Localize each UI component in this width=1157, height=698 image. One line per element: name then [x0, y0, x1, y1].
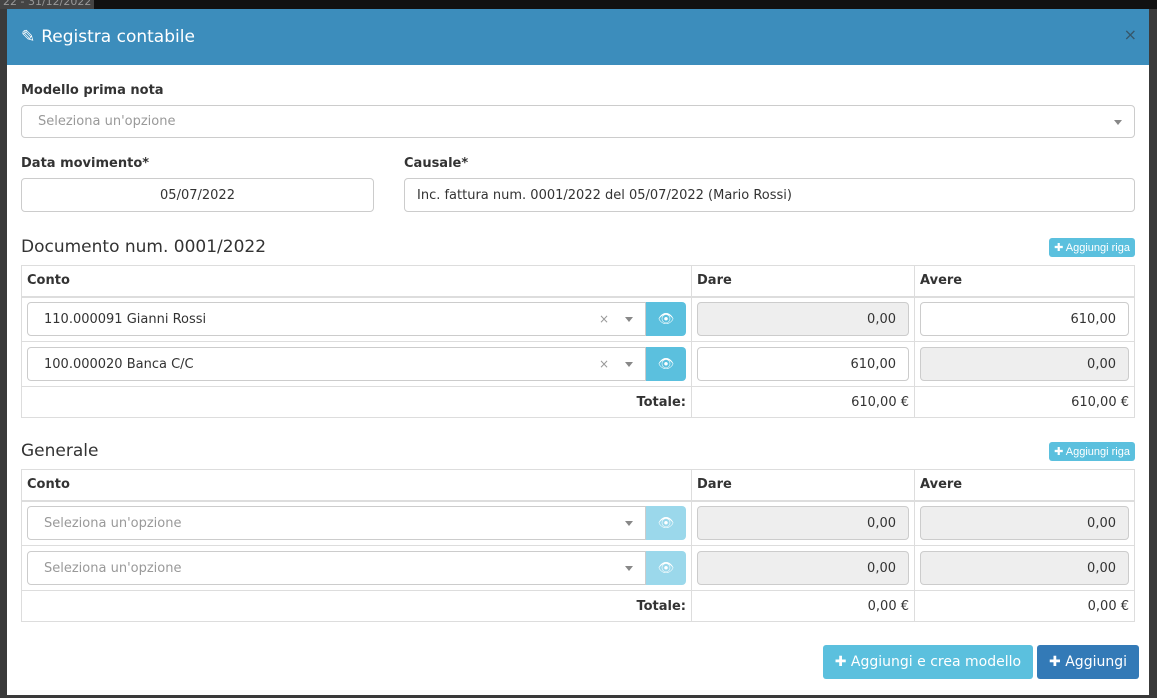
clear-icon[interactable]: × [598, 312, 609, 327]
modello-select[interactable]: Seleziona un'opzione [21, 105, 1135, 138]
modello-placeholder: Seleziona un'opzione [38, 114, 176, 129]
total-avere: 0,00 € [914, 590, 1135, 622]
view-account-button[interactable]: 👁 [646, 302, 686, 337]
conto-value: 100.000020 Banca C/C [44, 356, 194, 372]
causale-input[interactable]: Inc. fattura num. 0001/2022 del 05/07/20… [404, 178, 1135, 212]
pencil-icon: ✎ [21, 27, 36, 47]
chevron-down-icon [1114, 120, 1122, 125]
chevron-down-icon [625, 317, 633, 323]
section-title: Documento num. 0001/2022 [21, 237, 267, 257]
causale-label: Causale* [404, 156, 469, 171]
table-row: 110.000091 Gianni Rossi × 👁 0,00 610,00 [21, 296, 1135, 342]
total-avere: 610,00 € [914, 386, 1135, 418]
header-conto: Conto [21, 469, 692, 502]
add-and-create-model-button[interactable]: ✚ Aggiungi e crea modello [822, 645, 1034, 679]
dare-input[interactable]: 610,00 [697, 347, 909, 381]
modal-title: Registra contabile [41, 27, 195, 47]
table-row: Seleziona un'opzione 👁 0,00 0,00 [21, 500, 1135, 546]
dare-input[interactable]: 0,00 [697, 551, 909, 585]
header-avere: Avere [914, 469, 1135, 502]
header-dare: Dare [691, 265, 915, 298]
close-button[interactable]: × [1123, 25, 1137, 44]
avere-input[interactable]: 610,00 [920, 302, 1129, 337]
conto-select[interactable]: Seleziona un'opzione [27, 506, 646, 541]
chevron-down-icon [625, 566, 633, 571]
eye-icon: 👁 [657, 311, 675, 327]
avere-input[interactable]: 0,00 [920, 551, 1129, 585]
conto-value: Seleziona un'opzione [44, 515, 182, 531]
conto-select[interactable]: 110.000091 Gianni Rossi × [27, 302, 646, 337]
chevron-down-icon [625, 362, 633, 367]
eye-icon: 👁 [657, 515, 675, 531]
chevron-down-icon [625, 521, 633, 527]
add-row-button[interactable]: ✚ Aggiungi riga [1049, 441, 1135, 461]
data-movimento-input[interactable]: 05/07/2022 [21, 178, 374, 212]
entries-table: Conto Dare Avere 110.000091 Gianni Rossi ×… [21, 265, 1135, 418]
add-row-button[interactable]: ✚ Aggiungi riga [1049, 237, 1135, 257]
total-label: Totale: [21, 590, 692, 622]
avere-input[interactable]: 0,00 [920, 506, 1129, 541]
view-account-button[interactable]: 👁 [646, 506, 686, 541]
registra-contabile-modal: ✎ Registra contabile × Modello prima not… [7, 9, 1149, 695]
modello-label: Modello prima nota [21, 83, 164, 98]
section-title: Generale [21, 441, 99, 461]
table-row: Seleziona un'opzione 👁 0,00 0,00 [21, 545, 1135, 591]
total-dare: 0,00 € [691, 590, 915, 622]
add-button[interactable]: ✚ Aggiungi [1037, 645, 1139, 679]
clear-icon[interactable]: × [598, 357, 609, 371]
table-row: 100.000020 Banca C/C × 👁 610,00 0,00 [21, 341, 1135, 387]
conto-select[interactable]: Seleziona un'opzione [27, 551, 646, 585]
conto-select[interactable]: 100.000020 Banca C/C × [27, 347, 646, 381]
background-date-range: 22 - 31/12/2022 [0, 0, 95, 9]
eye-icon: 👁 [657, 560, 675, 576]
avere-input[interactable]: 0,00 [920, 347, 1129, 381]
conto-value: Seleziona un'opzione [44, 560, 182, 576]
view-account-button[interactable]: 👁 [646, 551, 686, 585]
background-bar: 22 - 31/12/2022 [0, 0, 1157, 9]
entries-table: Conto Dare Avere Seleziona un'opzione 👁 0,… [21, 469, 1135, 622]
data-movimento-label: Data movimento* [21, 156, 150, 171]
conto-value: 110.000091 Gianni Rossi [44, 311, 207, 327]
total-label: Totale: [21, 386, 692, 418]
total-dare: 610,00 € [691, 386, 915, 418]
header-conto: Conto [21, 265, 692, 298]
dare-input[interactable]: 0,00 [697, 506, 909, 541]
view-account-button[interactable]: 👁 [646, 347, 686, 381]
header-avere: Avere [914, 265, 1135, 298]
eye-icon: 👁 [657, 356, 675, 372]
dare-input[interactable]: 0,00 [697, 302, 909, 337]
modal-header: ✎ Registra contabile × [7, 9, 1149, 65]
header-dare: Dare [691, 469, 915, 502]
